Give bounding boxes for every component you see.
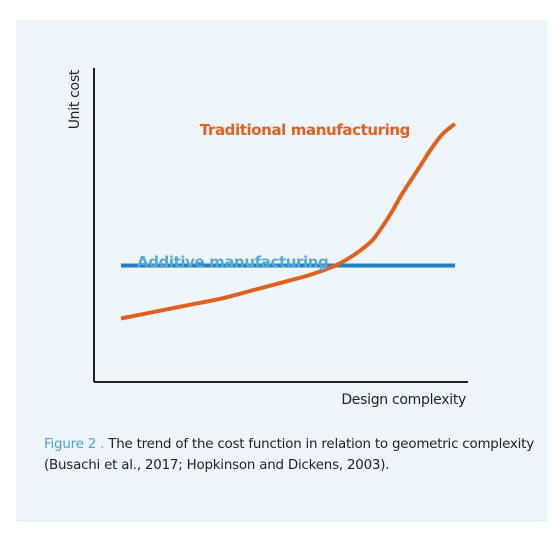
traditional-manufacturing-label: Traditional manufacturing — [200, 121, 410, 139]
traditional-manufacturing-line — [120, 122, 457, 321]
caption-text: The trend of the cost function in relati… — [44, 437, 534, 473]
y-axis-label: Unit cost — [67, 69, 83, 129]
additive-manufacturing-label: Additive manufacturing — [137, 253, 328, 271]
figure-caption: Figure 2 . The trend of the cost functio… — [44, 434, 534, 476]
figure-card — [16, 20, 548, 522]
figure-label: Figure 2 . — [44, 437, 105, 452]
x-axis-label: Design complexity — [341, 392, 466, 408]
